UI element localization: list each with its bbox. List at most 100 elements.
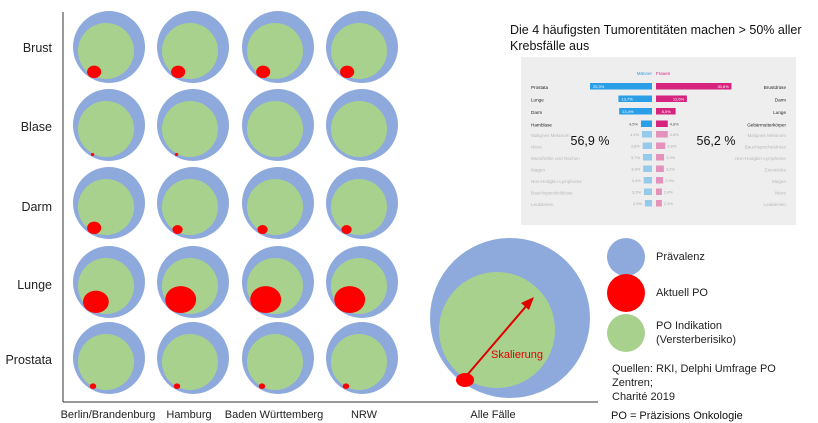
aktuell-po-circle [173,383,181,390]
inset-left-label: Malignes Melanom [531,133,570,138]
inset-men-value: 13,7% [621,97,633,102]
inset-men-bar [640,120,652,127]
inset-rows: Prostata 25,3% 30,8% Brustdrüse Lunge 13,7% 12… [531,83,786,207]
inset-women-value: 30,8% [717,84,729,89]
inset-left-label: Non-Hodgkin-Lymphome [531,179,582,184]
po-indikation-circle [78,23,134,79]
column-label-nrw: NRW [351,409,378,421]
aktuell-po-circle [83,290,109,313]
aktuell-po-circle [174,153,179,156]
inset-women-bar [656,142,666,149]
inset-row: Leukämien 2,9% 2,4% Leukämien [531,200,786,207]
inset-men-value: 4,5% [629,122,639,127]
inset-right-label: Darm [775,98,786,103]
bubble-darm-4 [326,167,398,239]
bubble-lunge-1 [73,246,145,318]
inset-women-value: 4,8% [670,132,680,137]
inset-left-label: Bauchspeicheldrüse [531,191,573,196]
bubble-prostata-2 [157,322,229,394]
inset-row: Niere 3,8% 3,8% Bauchspeicheldrüse [531,142,787,150]
legend-praevalenz-swatch [607,238,645,276]
aktuell-po-circle [87,221,102,234]
inset-women-bar [656,177,664,184]
inset-women-bar [656,83,732,90]
inset-row: Lunge 13,7% 12,6% Darm [531,95,786,103]
aktuell-po-circle [87,65,102,78]
po-indikation-circle [162,179,218,235]
scaling-label: Skalierung [491,349,543,361]
inset-title: Die 4 häufigsten Tumorentitäten machen >… [510,23,802,53]
po-indikation-circle [247,23,303,79]
aktuell-po-circle [165,286,197,313]
inset-men-value: 3,4% [632,178,642,183]
inset-women-value: 2,9% [665,178,675,183]
aktuell-po-circle [256,65,271,78]
bubble-brust-2 [157,11,229,83]
inset-row: Bauchspeicheldrüse 3,3% 2,4% Niere [531,188,786,196]
bubble-blase-3 [242,89,314,161]
inset-men-value: 2,9% [633,201,643,206]
inset-men-bar [643,177,652,184]
inset-right-label: Bauchspeicheldrüse [745,145,787,150]
inset-men-bar [619,108,652,115]
legend-aktuell-po-label: Aktuell PO [656,287,708,299]
inset-women-bar [656,95,687,102]
bubble-grid [73,11,398,394]
inset-right-label: Gebärmutterkörper [747,123,786,128]
aktuell-po-circle [90,153,95,156]
inset-men-value: 4,1% [630,132,640,137]
bubble-lunge-2 [157,246,229,318]
bubble-brust-4 [326,11,398,83]
inset-women-value: 2,4% [664,190,674,195]
inset-women-bar [656,165,664,172]
inset-men-value: 3,3% [632,190,642,195]
inset-women-value: 2,4% [664,201,674,206]
inset-women-bar [656,120,668,127]
all-cases-bubble: Skalierung [430,238,590,398]
inset-background [521,57,796,225]
inset-left-label: Niere [531,145,542,150]
legend-po-indikation-swatch [607,314,645,352]
all-cases-po-indikation-circle [439,272,555,388]
inset-header-men: Männer [637,71,653,76]
inset-right-label: Malignes Melanom [747,133,786,138]
inset-women-value: 3,3% [666,155,676,160]
sources-note: Quellen: RKI, Delphi Umfrage PO Zentren;… [612,362,812,404]
aktuell-po-circle [342,383,350,390]
legend-po-indikation-label: PO Indikation [656,320,723,332]
po-indikation-circle [331,23,387,79]
inset-left-label: Mundhöhle und Rachen [531,156,580,161]
inset-men-bar [642,142,652,149]
legend-aktuell-po-swatch [607,274,645,312]
bubble-prostata-4 [326,322,398,394]
inset-women-bar [656,188,662,195]
po-indikation-circle [162,23,218,79]
inset-row: Mundhöhle und Rachen 3,7% 3,3% Non-Hodgkin-… [531,154,786,161]
legend-po-indikation-sublabel: (Versterberisiko) [656,334,737,346]
inset-men-bar [641,131,652,138]
bubble-brust-1 [73,11,145,83]
bubble-lunge-3 [242,246,314,318]
inset-men-bar [643,165,652,172]
inset-women-bar [656,108,676,115]
row-label-prostata: Prostata [5,353,52,367]
bubble-darm-1 [73,167,145,239]
bubble-prostata-1 [73,322,145,394]
po-indikation-circle [247,101,303,157]
inset-men-value: 3,7% [631,155,641,160]
aktuell-po-circle [258,383,266,390]
aktuell-po-circle [334,286,366,313]
aktuell-po-circle [257,225,268,235]
row-label-lunge: Lunge [17,278,52,292]
scaling-arrow-head [521,297,534,310]
po-indikation-circle [331,179,387,235]
inset-women-bar [656,200,662,207]
column-label-berlin: Berlin/Brandenburg [61,409,156,421]
inset-right-label: Lunge [773,110,786,115]
po-indikation-circle [162,334,218,390]
sources-line-2: Charité 2019 [612,391,675,403]
inset-left-label: Harnblase [531,123,552,128]
inset-women-bar [656,154,665,161]
inset-men-value: 3,8% [631,144,641,149]
